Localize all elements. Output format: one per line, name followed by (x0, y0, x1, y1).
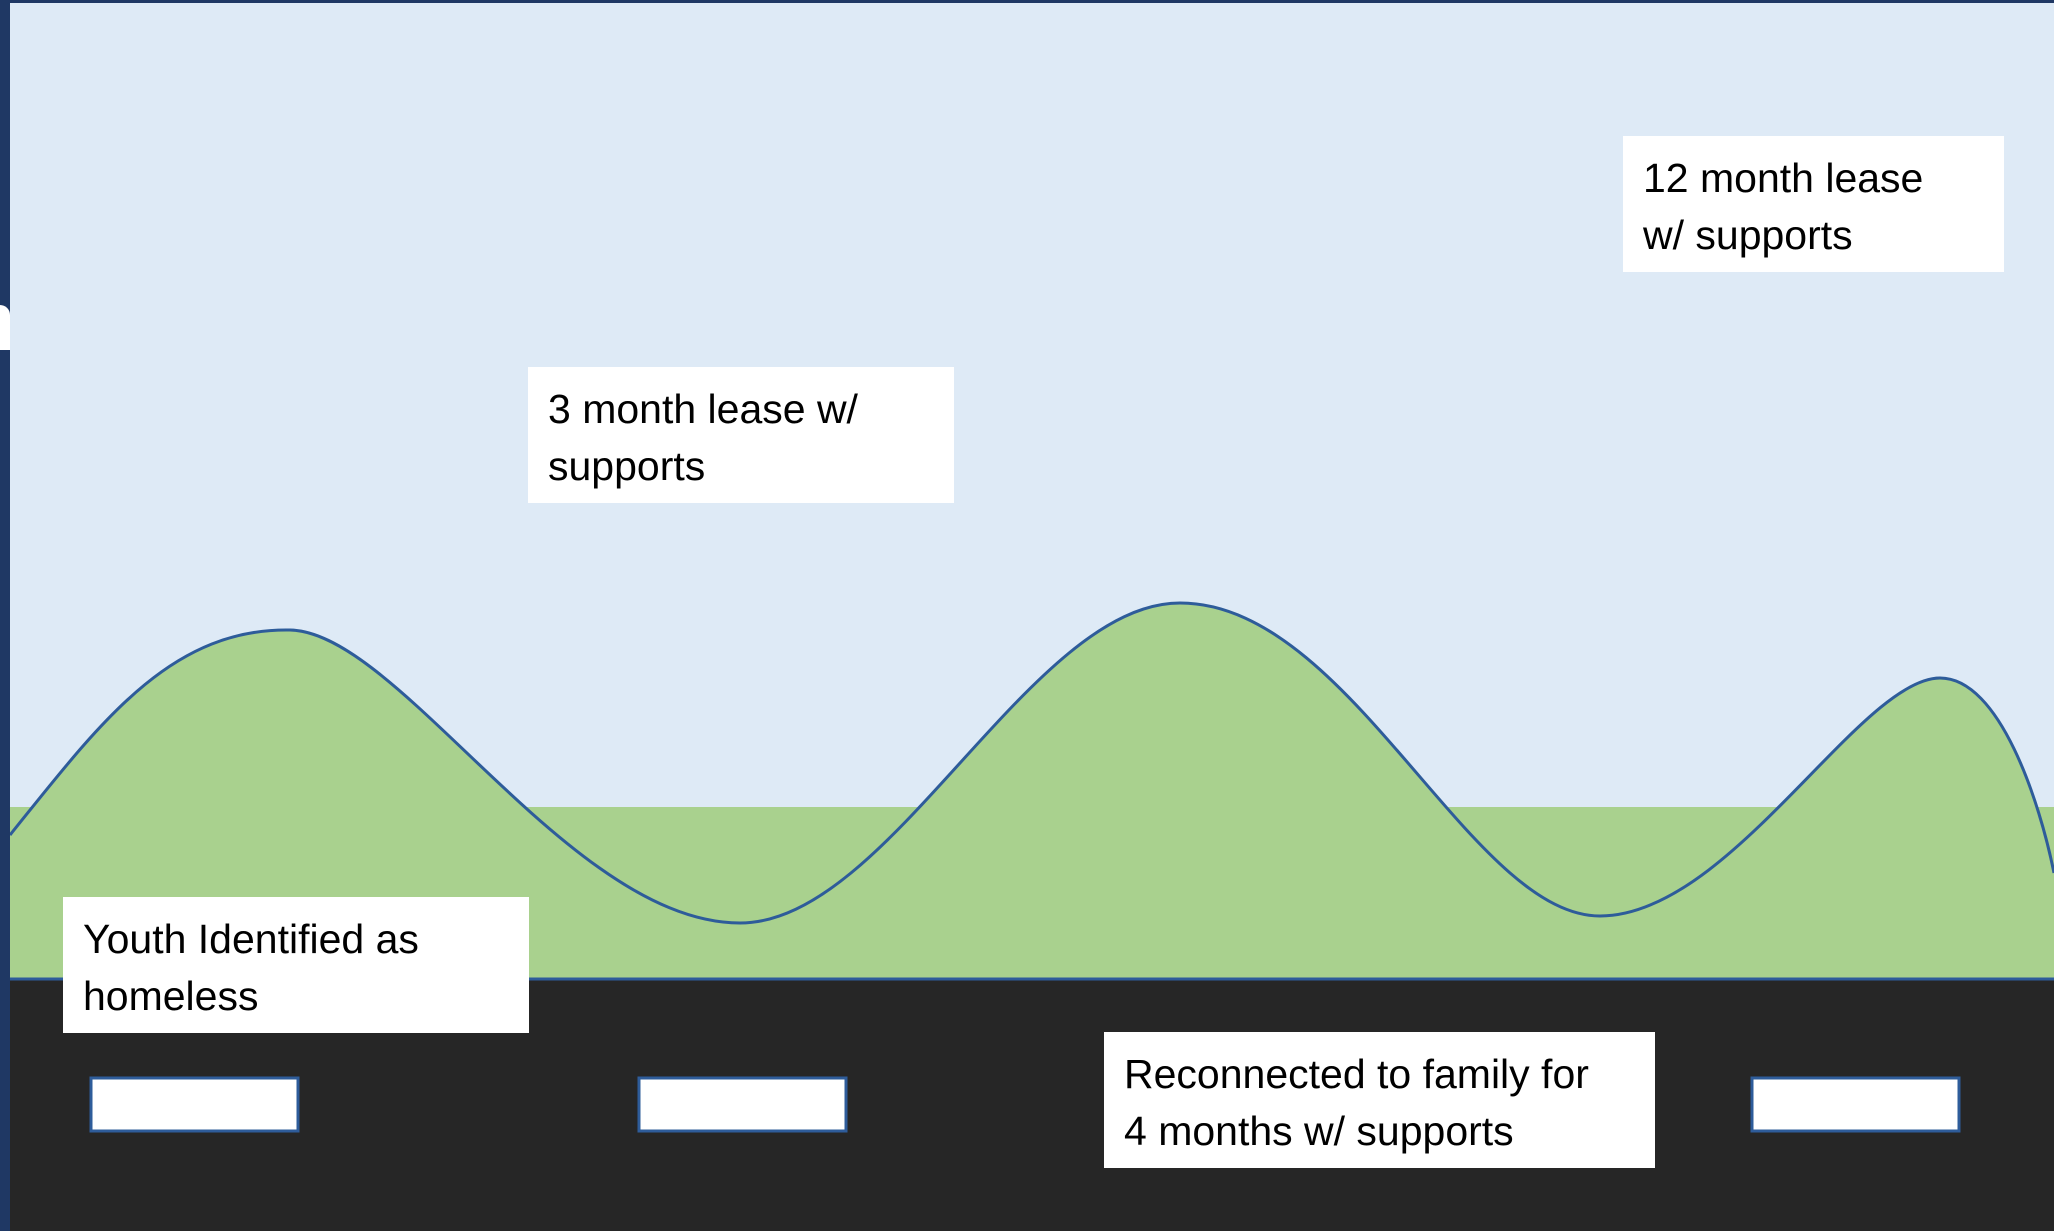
milestone-12-month-lease: 12 month lease w/ supports (1623, 136, 2004, 272)
left-edge-tab (0, 305, 10, 350)
road-lane-marker (89, 1076, 300, 1133)
rolling-hills (10, 603, 2054, 979)
roadmap-diagram: Youth Identified as homeless 3 month lea… (10, 3, 2054, 1231)
road-lane-marker (637, 1076, 848, 1133)
road-lane-marker (1750, 1076, 1961, 1133)
milestone-youth-identified: Youth Identified as homeless (63, 897, 529, 1033)
hills-outline (10, 601, 2054, 925)
milestone-3-month-lease: 3 month lease w/ supports (528, 367, 954, 503)
milestone-family-reconnection: Reconnected to family for 4 months w/ su… (1104, 1032, 1655, 1168)
